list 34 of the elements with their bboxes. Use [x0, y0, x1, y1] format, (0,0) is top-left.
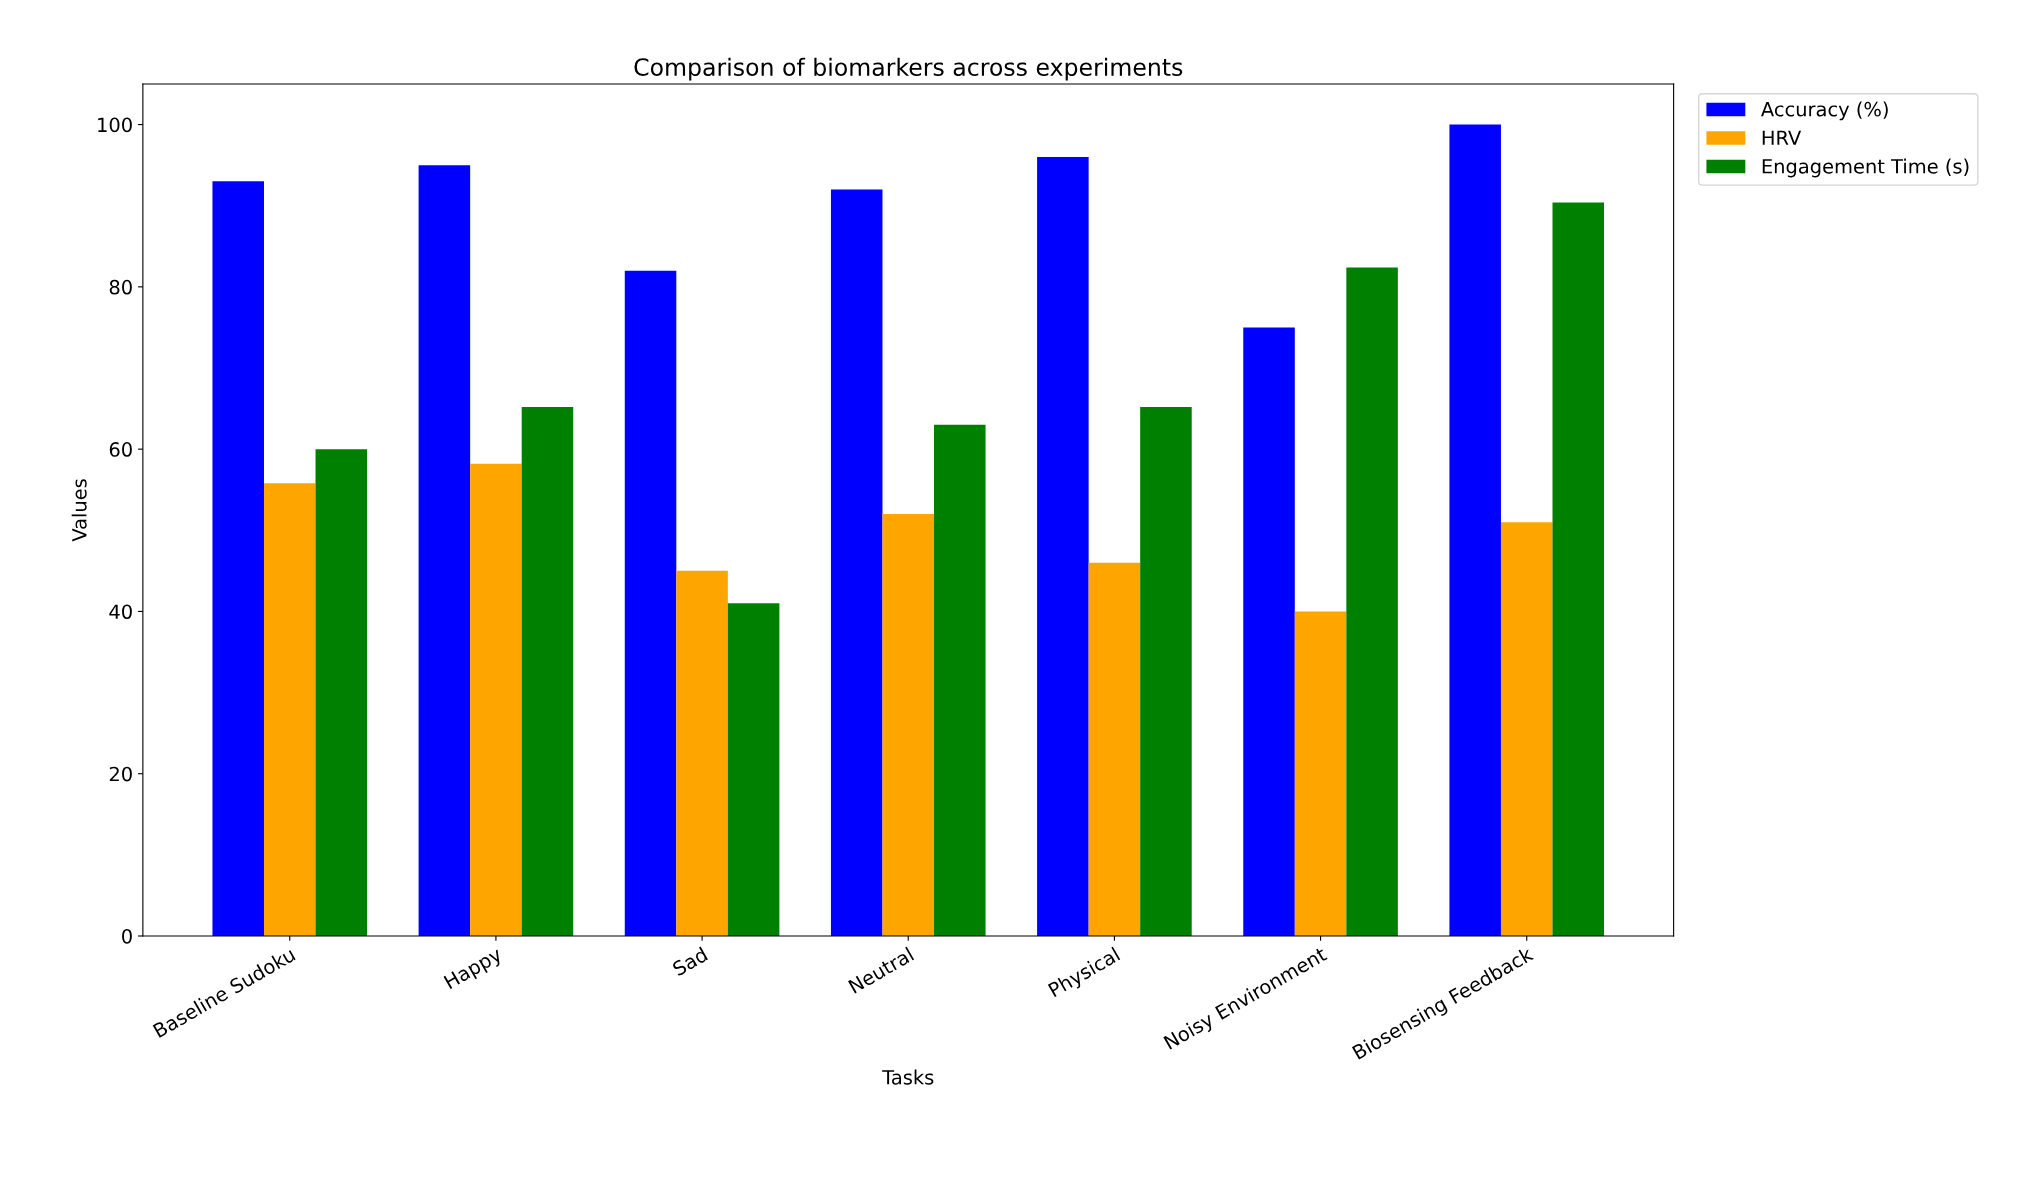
y-axis-title: Values	[71, 479, 87, 542]
bar	[1294, 611, 1347, 936]
bar	[934, 424, 986, 936]
bar	[418, 165, 471, 936]
bar	[470, 463, 522, 936]
bar	[676, 570, 728, 936]
bar	[1088, 562, 1141, 936]
y-tick-label: 100	[98, 117, 132, 133]
bar	[1449, 124, 1501, 936]
y-tick-label: 20	[109, 766, 132, 782]
chart-title: Comparison of biomarkers across experiments	[634, 57, 1183, 81]
y-tick-label: 80	[109, 279, 132, 295]
bar	[1500, 522, 1553, 936]
legend-label: HRV	[1762, 130, 1802, 145]
x-axis-title: Tasks	[882, 1069, 934, 1085]
bar	[212, 181, 264, 936]
legend-label: Engagement Time (s)	[1762, 158, 1969, 178]
bar	[263, 483, 316, 936]
y-tick-label: 0	[122, 928, 132, 944]
bar	[882, 514, 935, 936]
bar	[1037, 157, 1089, 936]
bar	[830, 189, 883, 936]
bar	[727, 603, 780, 936]
bar	[315, 449, 368, 936]
x-tick-label: Sad	[671, 946, 709, 977]
bar	[521, 406, 574, 936]
bar	[1346, 267, 1398, 936]
legend-label: Accuracy (%)	[1761, 101, 1888, 121]
bar	[624, 270, 677, 936]
y-tick-label: 60	[109, 442, 132, 457]
bar	[1140, 406, 1192, 936]
bar	[1552, 202, 1605, 936]
bar	[1243, 327, 1295, 936]
y-tick-label: 40	[109, 604, 132, 620]
